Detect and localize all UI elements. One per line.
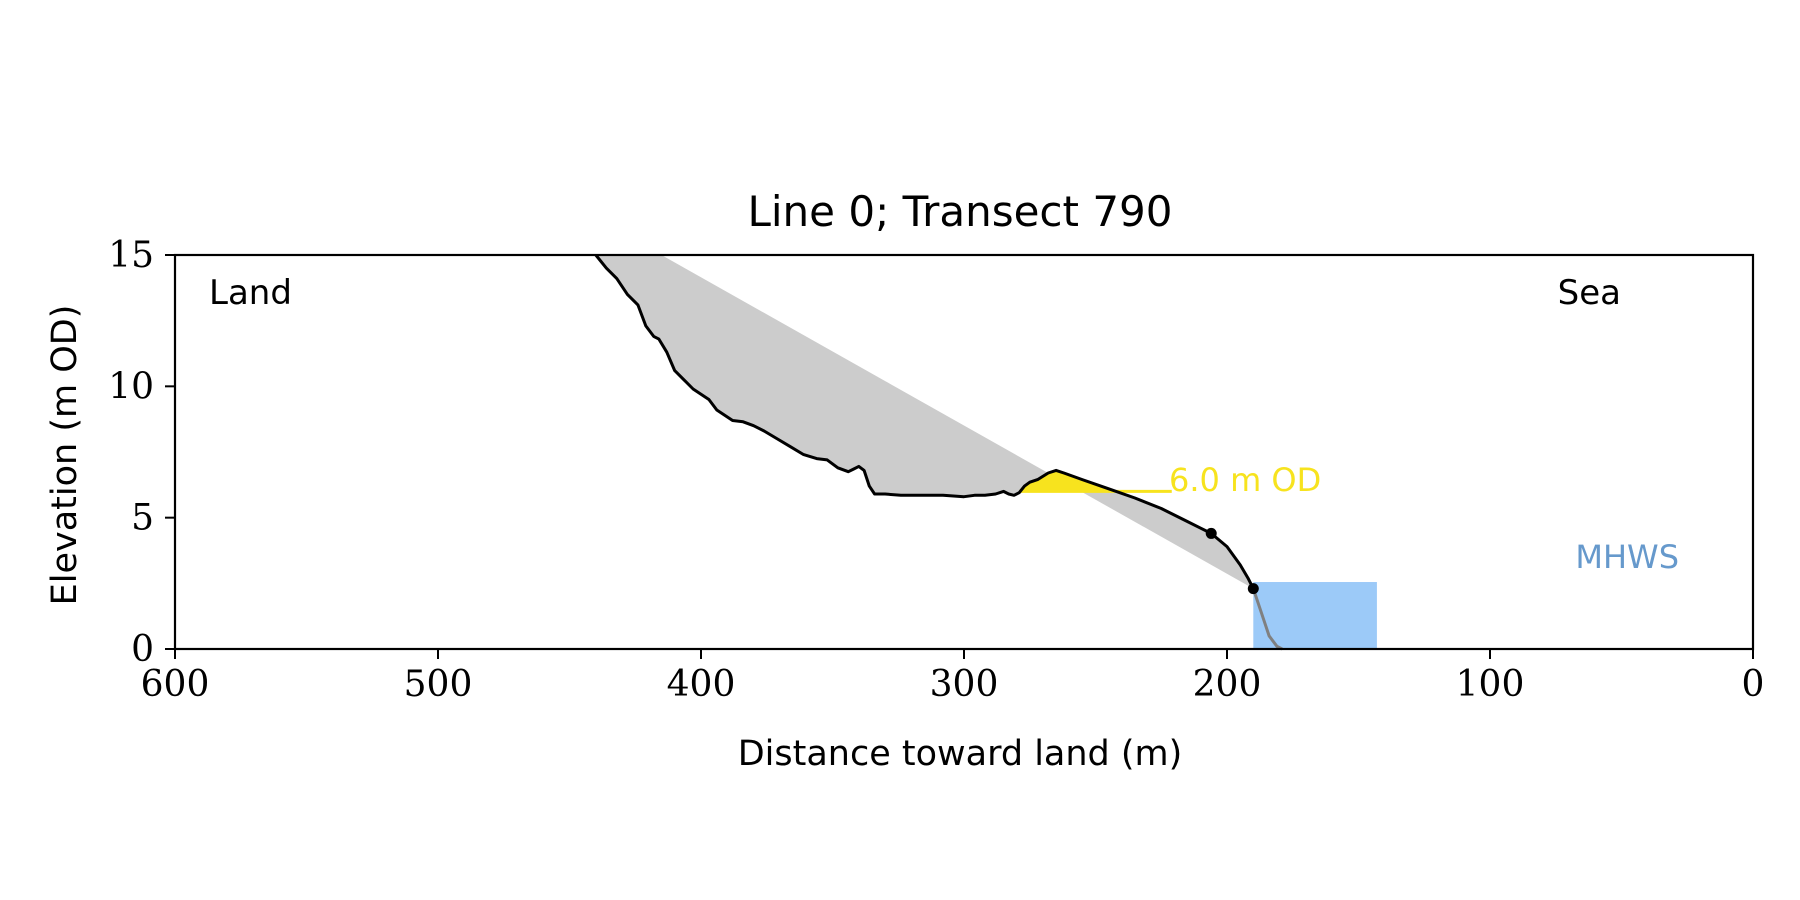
y-tick-label: 0 — [131, 629, 154, 670]
profile-line — [594, 254, 1255, 590]
y-tick-label: 15 — [108, 235, 154, 276]
x-tick-label: 300 — [930, 664, 999, 705]
x-tick-label: 200 — [1193, 664, 1262, 705]
od-level-label: 6.0 m OD — [1169, 461, 1321, 499]
sea-label: Sea — [1558, 273, 1621, 313]
chart-title: Line 0; Transect 790 — [747, 187, 1172, 236]
cliff-toe-marker — [1247, 583, 1259, 595]
x-tick-label: 500 — [404, 664, 473, 705]
x-axis-label: Distance toward land (m) — [738, 734, 1183, 774]
foreshore-line — [1251, 588, 1283, 651]
x-tick-label: 600 — [141, 664, 210, 705]
od-level-fill — [1019, 470, 1117, 492]
mhws-label: MHWS — [1575, 538, 1679, 576]
cliff-top-marker — [1205, 527, 1217, 539]
line-layer — [594, 254, 1283, 651]
land-label: Land — [209, 273, 292, 313]
y-tick-label: 10 — [108, 366, 154, 407]
x-tick-label: 100 — [1456, 664, 1525, 705]
x-tick-label: 0 — [1742, 664, 1765, 705]
y-tick-label: 5 — [131, 498, 154, 539]
eroded-area — [595, 255, 1254, 589]
mhws-water — [1253, 582, 1377, 649]
fill-layer — [595, 255, 1377, 649]
tick-layer: 600 500 400 300 200 100 0 0 5 10 15 — [108, 235, 1764, 705]
y-axis-label: Elevation (m OD) — [45, 305, 85, 606]
x-tick-label: 400 — [667, 664, 736, 705]
